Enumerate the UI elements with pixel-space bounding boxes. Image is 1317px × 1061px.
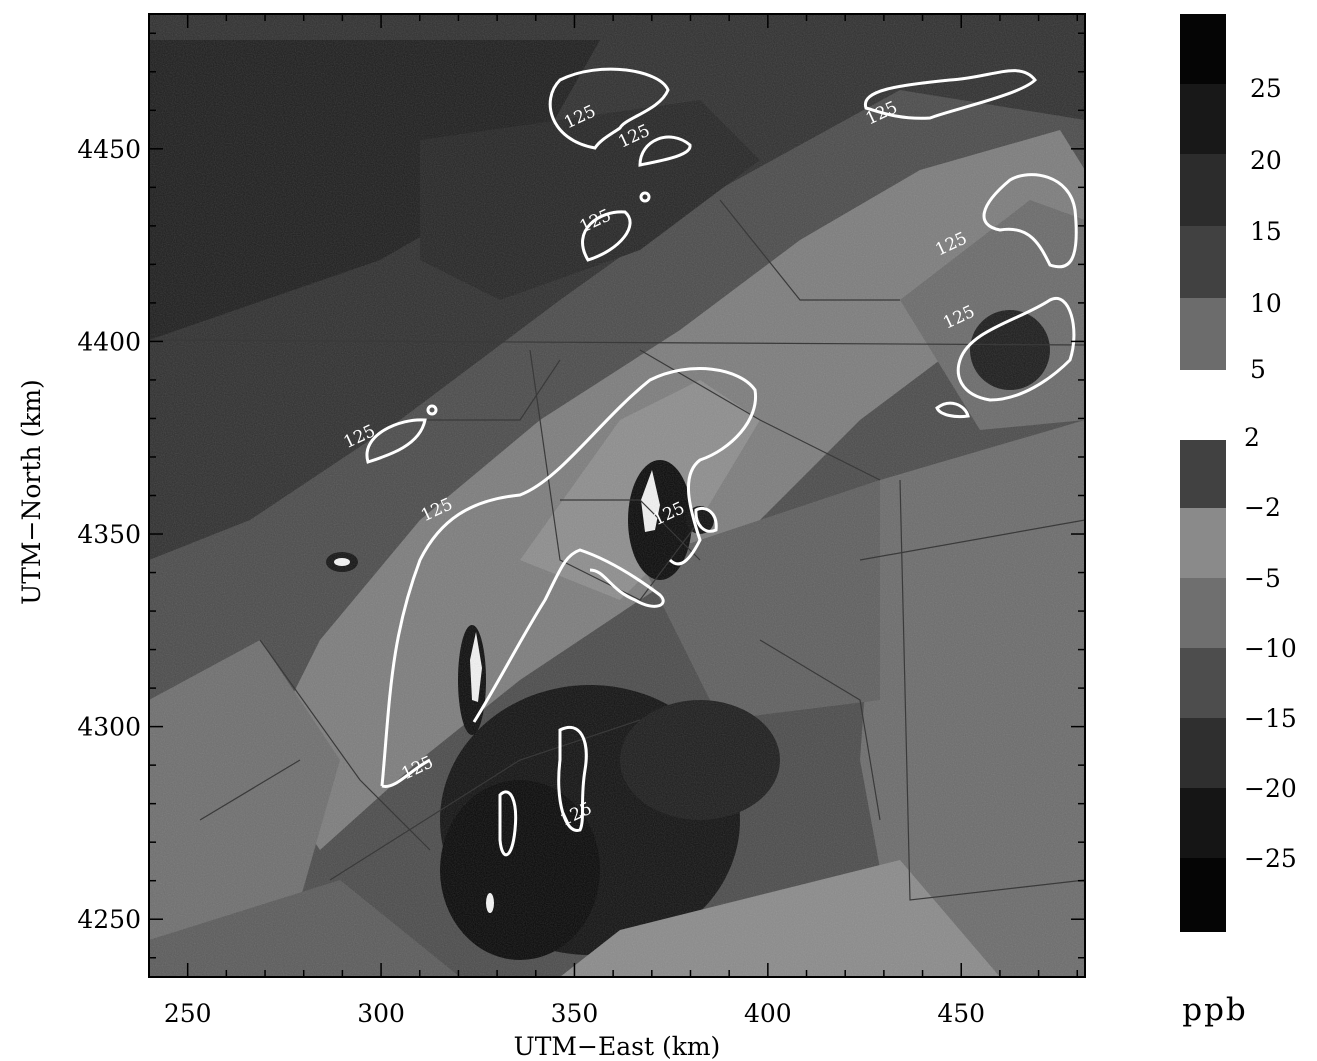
contour-line [863,69,1037,120]
contour-line [380,367,758,787]
colorbar-tick-label: 5 [1250,355,1266,384]
contour-line [638,135,692,167]
contour-line [982,173,1078,269]
x-tick-label: 250 [164,999,212,1028]
colorbar-tick-label: −25 [1244,844,1297,873]
x-tick-label: 300 [357,999,405,1028]
colorbar-tick-label: 25 [1250,74,1282,103]
y-tick-label: 4300 [77,713,141,742]
contour-line [472,548,665,723]
colorbar-lower [1180,440,1226,932]
x-axis-title: UTM−East (km) [514,1032,721,1061]
contour-line [581,210,632,262]
y-axis-title: UTM−North (km) [17,379,46,605]
contour-line [498,790,518,856]
heatmap-field [149,14,1085,977]
colorbar-tick-label: 2 [1244,423,1260,452]
x-tick-label: 350 [551,999,599,1028]
contour-line [557,726,588,832]
colorbar-tick-label: 10 [1250,289,1282,318]
colorbar-tick-label: −15 [1244,704,1297,733]
contour-line [381,758,431,788]
y-tick-label: 4350 [77,520,141,549]
y-tick-label: 4450 [77,135,141,164]
colorbar-units: ppb [1182,992,1248,1028]
contour-line [639,191,651,203]
colorbar-tick-label: −10 [1244,634,1297,663]
y-axis: 4250 4300 4350 4400 4450 [77,32,1085,959]
colorbar-tick-label: −2 [1244,493,1281,522]
y-tick-label: 4400 [77,327,141,356]
colorbar-upper [1180,14,1226,370]
colorbar-tick-label: 20 [1250,146,1282,175]
contour-line [935,401,970,419]
y-tick-label: 4250 [77,905,141,934]
contour-line [365,418,427,464]
contour-line [694,506,718,533]
x-axis: 250 300 350 400 450 [148,14,1079,1028]
contour-line [956,296,1076,402]
colorbar-labels: 25 20 15 10 5 2 −2 −5 −10 −15 −20 −25 [1244,74,1297,873]
colorbar-tick-label: −20 [1244,774,1297,803]
contour-line [426,404,438,416]
contour-lines [365,67,1078,856]
x-tick-label: 400 [744,999,792,1028]
contour-line [548,67,670,150]
colorbar-tick-label: 15 [1250,217,1282,246]
x-tick-label: 450 [937,999,985,1028]
colorbar-tick-label: −5 [1244,564,1281,593]
